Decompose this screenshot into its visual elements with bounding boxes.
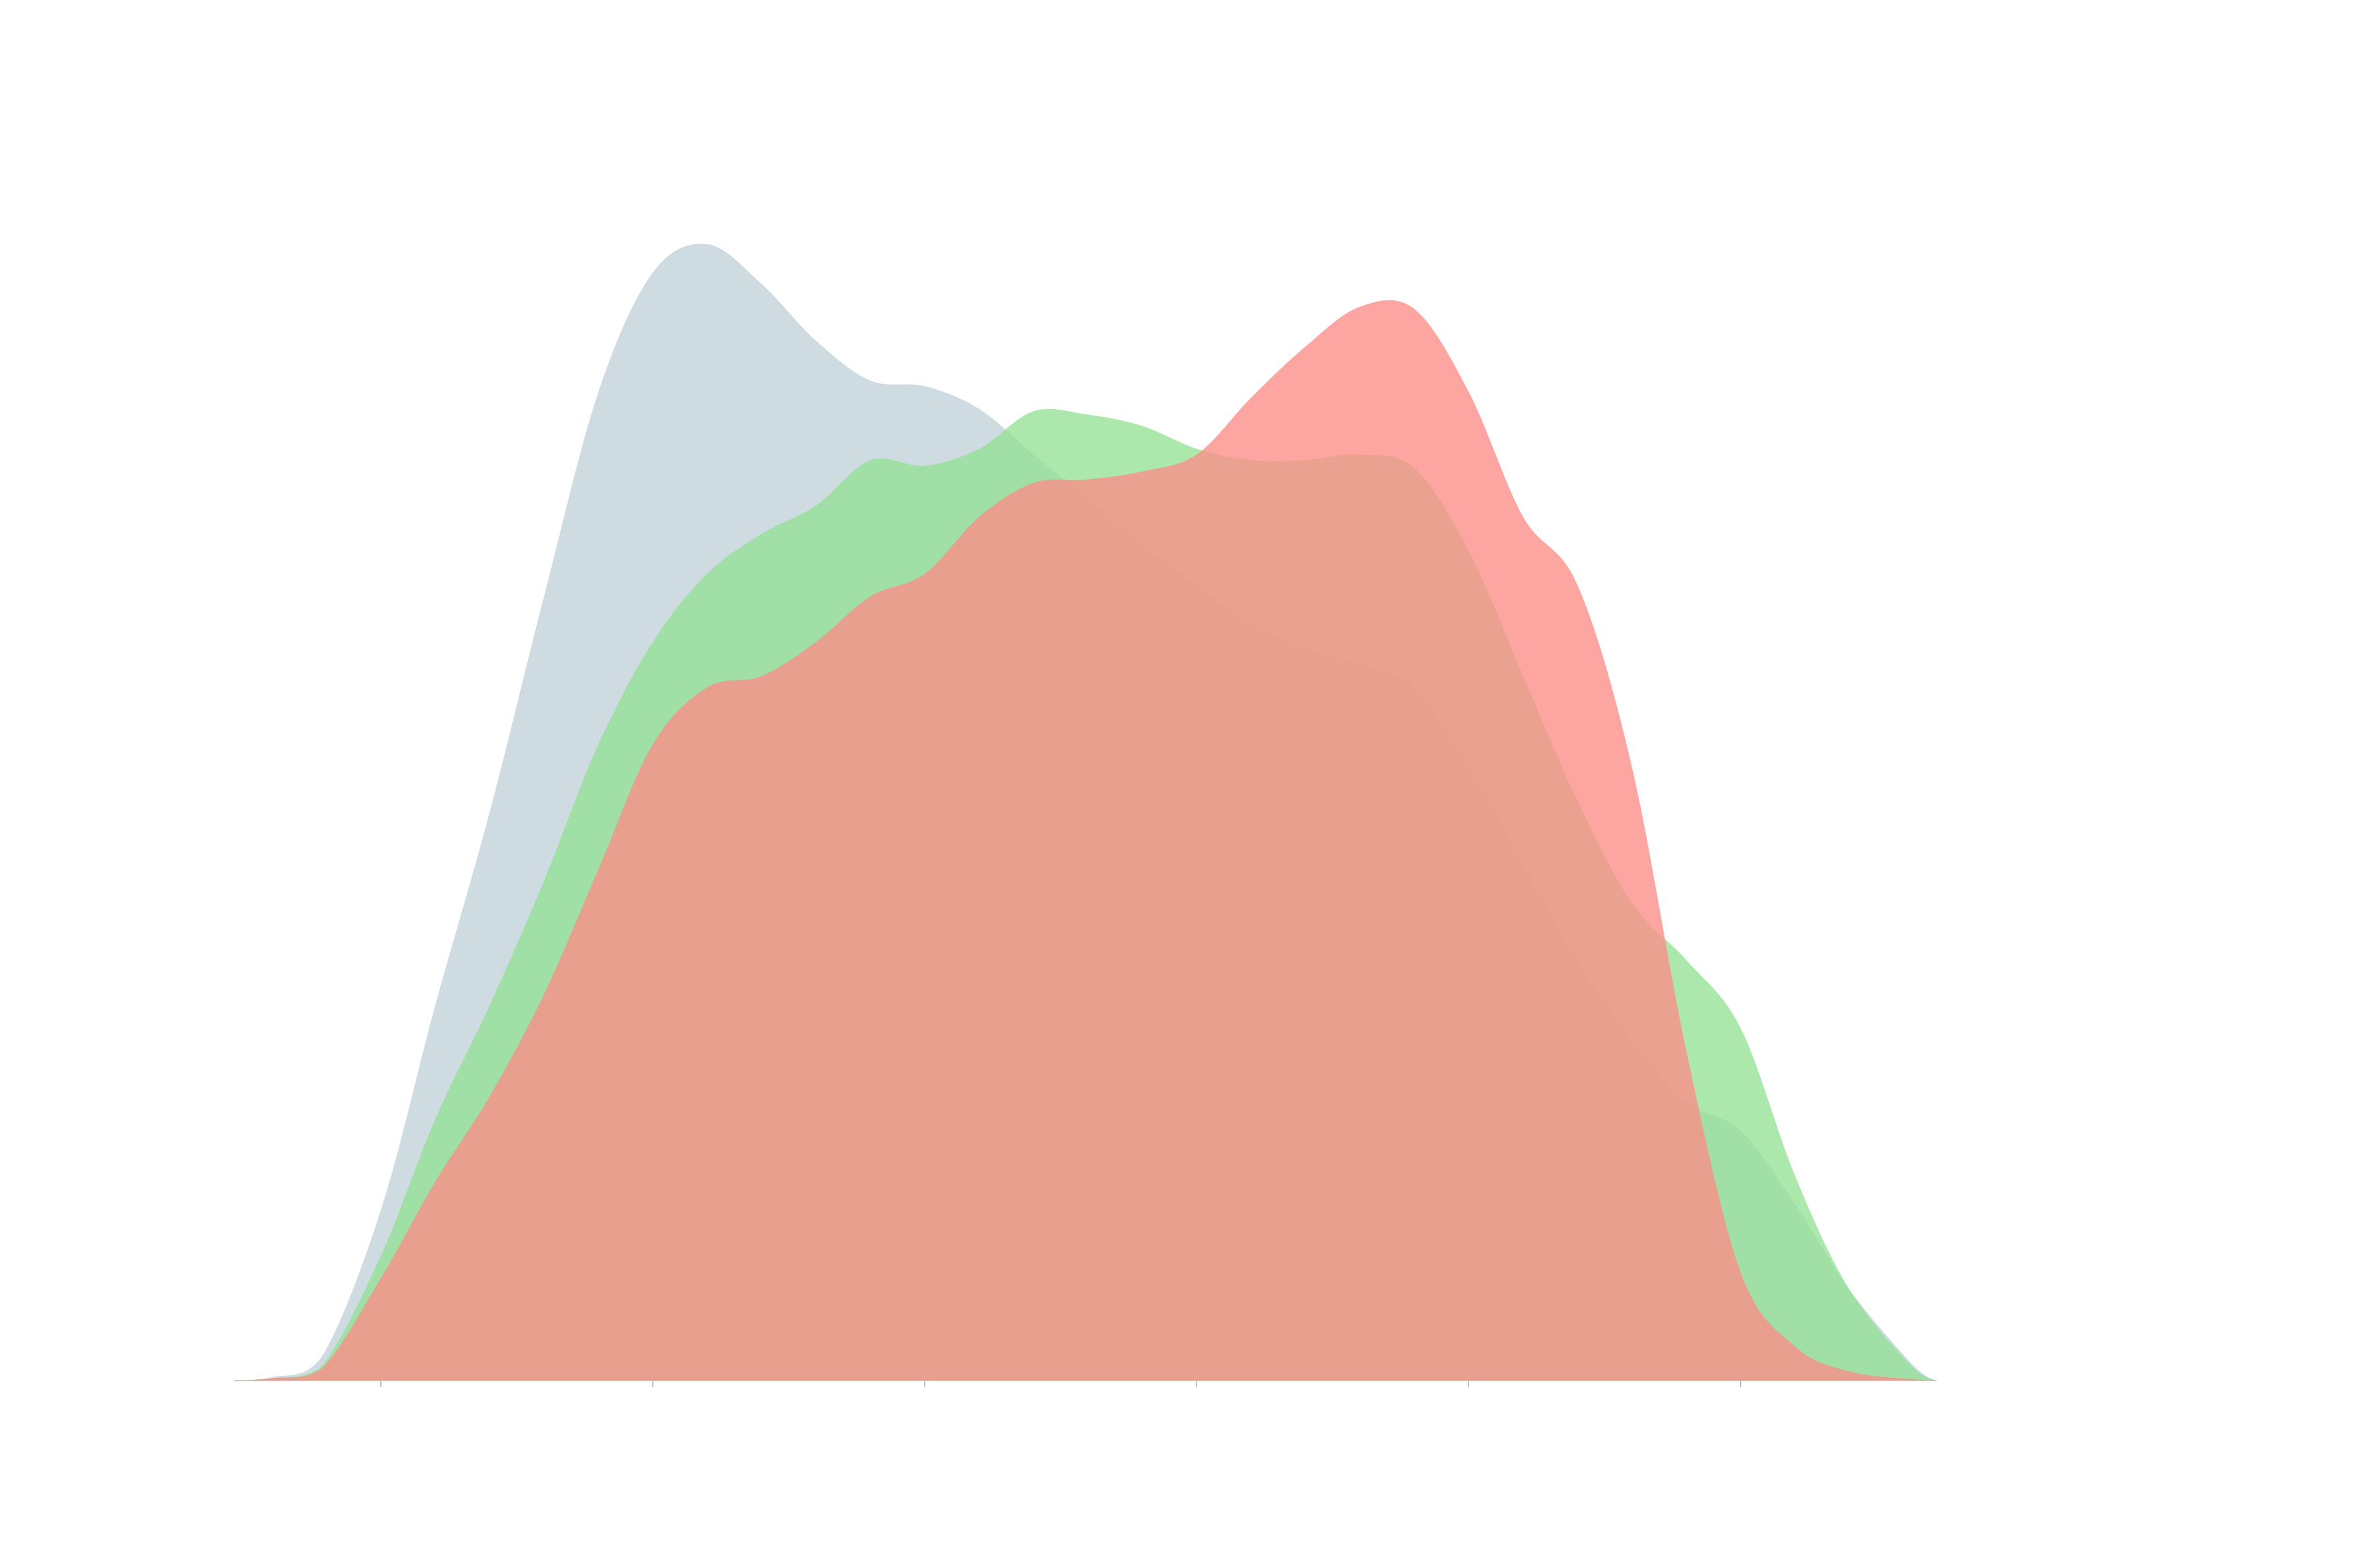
x-axis — [234, 1380, 1937, 1387]
density-areas — [234, 244, 1937, 1381]
density-area-3 — [234, 300, 1937, 1381]
